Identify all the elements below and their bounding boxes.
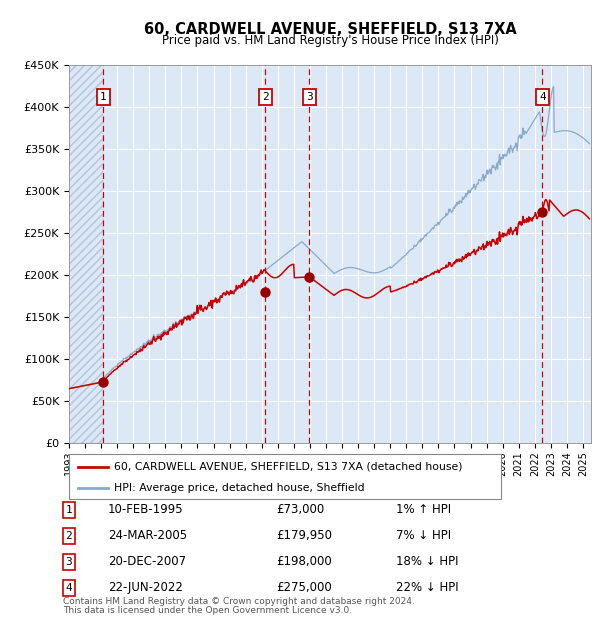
Text: 4: 4: [539, 92, 546, 102]
Text: HPI: Average price, detached house, Sheffield: HPI: Average price, detached house, Shef…: [115, 483, 365, 493]
Text: 1: 1: [100, 92, 106, 102]
Text: This data is licensed under the Open Government Licence v3.0.: This data is licensed under the Open Gov…: [63, 606, 352, 615]
Text: 4: 4: [65, 583, 73, 593]
Text: £275,000: £275,000: [276, 582, 332, 594]
Text: 24-MAR-2005: 24-MAR-2005: [108, 529, 187, 542]
Text: £198,000: £198,000: [276, 556, 332, 568]
Text: 10-FEB-1995: 10-FEB-1995: [108, 503, 184, 516]
Text: 3: 3: [65, 557, 73, 567]
Text: £73,000: £73,000: [276, 503, 324, 516]
Bar: [69, 65, 103, 443]
Text: 22-JUN-2022: 22-JUN-2022: [108, 582, 183, 594]
Text: 1: 1: [65, 505, 73, 515]
Text: 3: 3: [306, 92, 313, 102]
Text: 22% ↓ HPI: 22% ↓ HPI: [396, 582, 458, 594]
Text: 18% ↓ HPI: 18% ↓ HPI: [396, 556, 458, 568]
Text: 60, CARDWELL AVENUE, SHEFFIELD, S13 7XA: 60, CARDWELL AVENUE, SHEFFIELD, S13 7XA: [143, 22, 517, 37]
Text: Price paid vs. HM Land Registry's House Price Index (HPI): Price paid vs. HM Land Registry's House …: [161, 34, 499, 47]
Text: 1% ↑ HPI: 1% ↑ HPI: [396, 503, 451, 516]
Text: 7% ↓ HPI: 7% ↓ HPI: [396, 529, 451, 542]
Text: 60, CARDWELL AVENUE, SHEFFIELD, S13 7XA (detached house): 60, CARDWELL AVENUE, SHEFFIELD, S13 7XA …: [115, 461, 463, 472]
Text: 20-DEC-2007: 20-DEC-2007: [108, 556, 186, 568]
FancyBboxPatch shape: [69, 454, 501, 499]
Text: 2: 2: [262, 92, 269, 102]
Text: Contains HM Land Registry data © Crown copyright and database right 2024.: Contains HM Land Registry data © Crown c…: [63, 597, 415, 606]
Text: £179,950: £179,950: [276, 529, 332, 542]
Text: 2: 2: [65, 531, 73, 541]
